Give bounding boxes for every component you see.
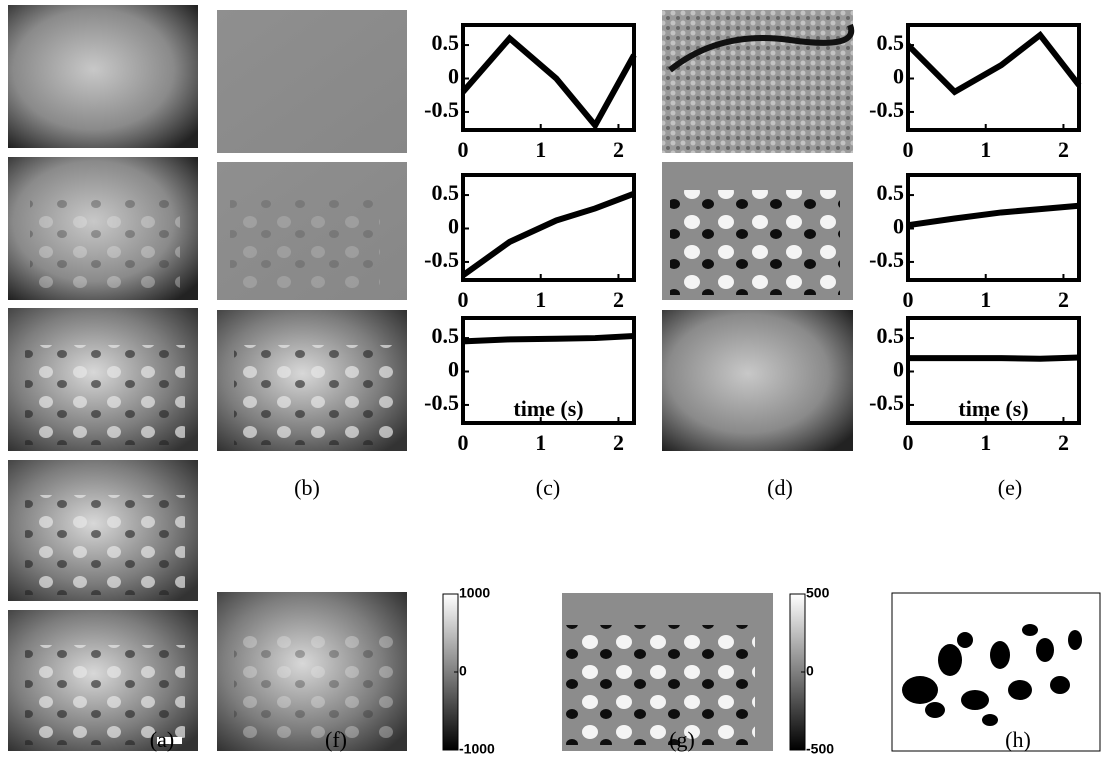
x-tick-label: 1: [980, 287, 991, 312]
data-line: [463, 38, 634, 125]
colorbar-label: 500: [806, 585, 830, 601]
colorbar-label: 0: [459, 663, 467, 679]
y-tick-label: -0.5: [424, 97, 459, 122]
panel-label: (e): [998, 475, 1022, 500]
data-line: [908, 206, 1079, 225]
x-tick-label: 0: [903, 137, 914, 162]
y-tick-label: 0.5: [877, 180, 905, 205]
panel-label: (f): [325, 727, 347, 752]
image-bottom: [217, 592, 1100, 751]
plot-frame: [908, 25, 1079, 130]
x-tick-label: 2: [1058, 137, 1069, 162]
x-tick-label: 0: [458, 137, 469, 162]
data-line: [463, 336, 634, 341]
y-tick-label: 0.5: [432, 180, 460, 205]
plot-frame: [908, 175, 1079, 280]
x-tick-label: 0: [903, 287, 914, 312]
x-tick-label: 2: [1058, 287, 1069, 312]
panel-label: (h): [1005, 727, 1031, 752]
x-tick-label: 0: [903, 430, 914, 455]
y-tick-label: 0.5: [432, 30, 460, 55]
x-tick-label: 2: [613, 287, 624, 312]
data-line: [908, 357, 1079, 358]
x-tick-label: 1: [535, 430, 546, 455]
y-tick-label: 0.5: [877, 30, 905, 55]
panel-label: (d): [767, 475, 793, 500]
y-tick-label: 0: [893, 214, 904, 239]
panel-label: (c): [536, 475, 560, 500]
x-tick-label: 1: [535, 287, 546, 312]
panel-label: (a): [150, 727, 174, 752]
x-tick-label: 0: [458, 287, 469, 312]
x-tick-label: 1: [535, 137, 546, 162]
y-tick-label: -0.5: [424, 247, 459, 272]
figure: 0.5 0 -0.5 0 1 2 0.5 0 -0.5 0 1 2 0.5 0 -0.5 0 1 2 time (s…: [0, 0, 1102, 759]
y-tick-label: 0: [893, 64, 904, 89]
data-line: [908, 35, 1079, 92]
plot-frame: [463, 25, 634, 130]
colorbar-label: 0: [806, 663, 814, 679]
y-tick-label: -0.5: [869, 97, 904, 122]
colorbar-label: -500: [806, 741, 834, 757]
x-tick-label: 2: [1058, 430, 1069, 455]
data-line: [463, 194, 634, 276]
y-tick-label: -0.5: [869, 390, 904, 415]
y-tick-label: 0: [893, 357, 904, 382]
x-tick-label: 1: [980, 430, 991, 455]
x-tick-label: 2: [613, 137, 624, 162]
y-tick-label: 0: [448, 64, 459, 89]
y-tick-label: 0.5: [432, 323, 460, 348]
panel-label: (b): [294, 475, 320, 500]
y-tick-label: 0: [448, 214, 459, 239]
x-tick-label: 1: [980, 137, 991, 162]
colorbar-label: -1000: [459, 741, 495, 757]
x-axis-label: time (s): [513, 396, 583, 421]
x-tick-label: 2: [613, 430, 624, 455]
y-tick-label: -0.5: [424, 390, 459, 415]
y-tick-label: -0.5: [869, 247, 904, 272]
plot-frame: [463, 175, 634, 280]
x-axis-label: time (s): [958, 396, 1028, 421]
colorbar-label: 1000: [459, 585, 490, 601]
y-tick-label: 0: [448, 357, 459, 382]
x-tick-label: 0: [458, 430, 469, 455]
panel-label: (g): [669, 727, 695, 752]
image-column-b: [217, 10, 407, 451]
image-column-a: [8, 5, 198, 751]
y-tick-label: 0.5: [877, 323, 905, 348]
image-column-d: [662, 10, 853, 451]
